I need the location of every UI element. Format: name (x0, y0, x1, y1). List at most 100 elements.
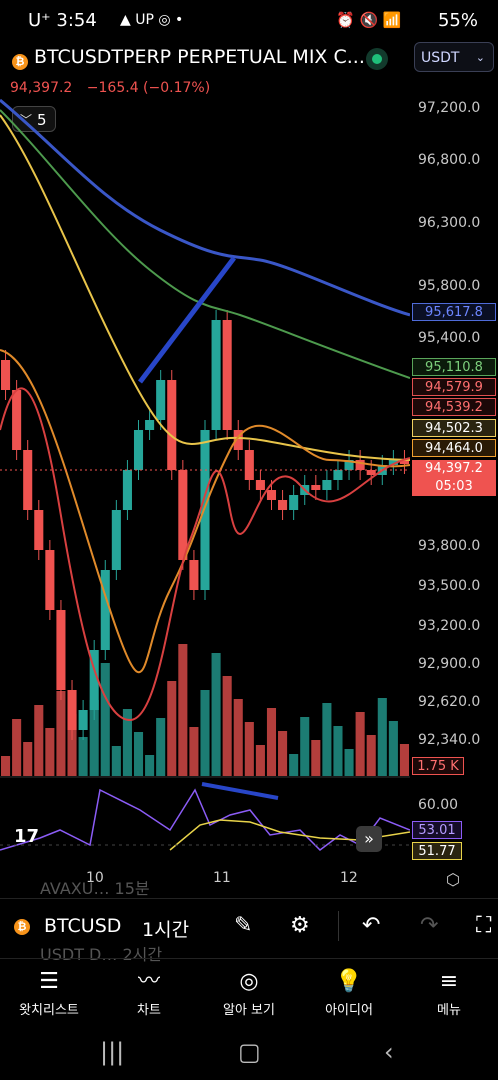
bitcoin-icon: ₿ (12, 54, 28, 70)
currency-selector[interactable]: USDT ⌄ (414, 42, 494, 72)
indicator-count: 5 (37, 111, 47, 129)
price-tag-ma-green: 95,110.8 (412, 358, 496, 376)
tab-chart[interactable]: 〰 차트 (104, 965, 194, 1018)
tab-watchlist[interactable]: ☰ 왓치리스트 (4, 965, 94, 1018)
watchlist-icon: ☰ (39, 969, 59, 994)
status-icons: ▲ UP ◎ • (120, 12, 184, 28)
currency-label: USDT (421, 50, 460, 66)
current-price-tag: 94,397.2 05:03 (412, 460, 496, 496)
redo-icon[interactable]: ↷ (420, 913, 439, 938)
ghost-menu-item: AVAXU… 15분 (40, 879, 150, 898)
candle-body (167, 380, 177, 470)
candle-body (200, 430, 210, 590)
undo-icon[interactable]: ↶ (362, 913, 381, 938)
back-icon[interactable]: ‹ (384, 1038, 394, 1066)
volume-bar (12, 719, 22, 776)
volume-bar (300, 717, 310, 776)
chevron-down-icon: ⌄ (475, 51, 485, 64)
compass-icon: ◎ (239, 969, 259, 994)
candle-body (111, 510, 121, 570)
candle-body (189, 560, 199, 590)
candle-body (266, 490, 277, 500)
live-status-icon (366, 48, 388, 70)
candle-body (122, 470, 132, 510)
tab-explore[interactable]: ◎ 알아 보기 (204, 965, 294, 1018)
candle-body (211, 320, 221, 430)
tab-label: 알아 보기 (223, 1003, 275, 1018)
price-tag-ma-red: 94,579.9 (412, 378, 496, 396)
volume-bar (1, 756, 11, 776)
candle-body (333, 470, 343, 480)
scroll-to-realtime-button[interactable]: » (356, 826, 382, 852)
candle-body (366, 470, 376, 475)
ma-blue-line (0, 98, 410, 317)
chart-toolbar: AVAXU… 15분 USDT D… 2시간 ₿ BTCUSD 1시간 ✎ ⚙ … (0, 879, 498, 964)
symbol-title[interactable]: BTCUSDTPERP PERPETUAL MIX C... (34, 46, 365, 68)
volume-bar (200, 690, 210, 776)
candle-body (100, 570, 110, 650)
home-icon[interactable]: ▢ (238, 1038, 261, 1066)
volume-tag: 1.75 K (412, 757, 464, 775)
volume-bar (244, 722, 254, 776)
indicator-collapse-button[interactable]: ﹀ 5 (12, 106, 56, 132)
status-left: U⁺ 3:54 (28, 10, 97, 31)
menu-icon: ≡ (439, 969, 459, 994)
volume-bar (78, 737, 88, 776)
candle-body (23, 450, 33, 510)
tab-label: 차트 (137, 1003, 161, 1018)
tab-label: 아이디어 (325, 1003, 373, 1018)
ma-yellow-line (0, 114, 410, 461)
pencil-icon[interactable]: ✎ (234, 913, 253, 938)
volume-bar (289, 754, 299, 776)
toolbar-divider (338, 911, 339, 941)
trend-line-up (138, 256, 236, 384)
bar-countdown: 05:03 (435, 479, 473, 494)
price-tag-ma-yellow: 94,502.3 (412, 419, 496, 437)
candle-body (34, 510, 44, 550)
battery-level: 55% (437, 10, 478, 31)
bottom-tab-bar: ☰ 왓치리스트 〰 차트 ◎ 알아 보기 💡 아이디어 ≡ 메뉴 (0, 958, 498, 1029)
candle-body (344, 460, 354, 470)
volume-bar (255, 745, 265, 776)
indicator-purple-line (0, 788, 410, 851)
chart-header: ₿ BTCUSDTPERP PERPETUAL MIX C... USDT ⌄ … (0, 40, 498, 104)
price-tag-ma-orange: 94,464.0 (412, 439, 496, 457)
indicators-icon[interactable]: ⚙ (290, 913, 310, 938)
volume-bar (366, 735, 376, 776)
candle-body (355, 460, 365, 470)
volume-bar (377, 698, 387, 776)
recent-apps-icon[interactable]: ||| (100, 1038, 125, 1066)
volume-bar (34, 705, 44, 776)
ma-red-line (0, 387, 410, 722)
volume-bar (355, 712, 365, 776)
volume-bar (111, 746, 121, 776)
candle-body (56, 610, 66, 690)
candle-body (233, 430, 243, 450)
volume-bar (122, 709, 132, 776)
x-tick: 11 (213, 870, 231, 886)
settings-gear-icon[interactable]: ⬡ (446, 870, 460, 889)
candle-body (311, 485, 321, 490)
volume-bar (344, 749, 354, 776)
indicator-value-purple: 53.01 (412, 821, 462, 839)
x-tick: 12 (340, 870, 358, 886)
y-tick: 92,900.0 (418, 656, 481, 672)
tab-ideas[interactable]: 💡 아이디어 (304, 965, 394, 1018)
tradingview-logo: 17 (14, 826, 40, 847)
price-chart[interactable] (0, 90, 410, 860)
interval-button[interactable]: 1시간 (142, 919, 190, 941)
volume-bar (399, 744, 409, 776)
volume-bar (278, 731, 288, 776)
y-tick: 93,800.0 (418, 538, 481, 554)
chart-icon: 〰 (137, 969, 160, 994)
status-right-icons: ⏰ 🔇 📶 (336, 11, 402, 29)
tab-menu[interactable]: ≡ 메뉴 (404, 965, 494, 1018)
candle-body (67, 690, 77, 730)
candle-body (278, 500, 288, 510)
fullscreen-icon[interactable]: ⛶ (476, 913, 492, 938)
candle-body (78, 710, 88, 730)
symbol-button[interactable]: BTCUSD (44, 915, 122, 937)
candle-body (1, 360, 11, 390)
y-tick: 92,620.0 (418, 694, 481, 710)
candles (1, 310, 409, 740)
